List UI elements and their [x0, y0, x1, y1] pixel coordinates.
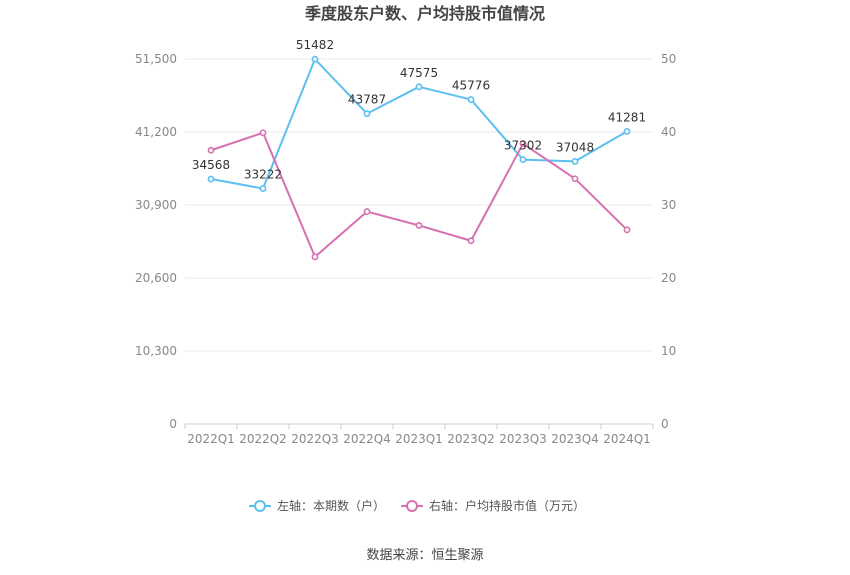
- data-point[interactable]: [363, 208, 371, 215]
- y-left-tick-label: 51,500: [135, 52, 177, 66]
- grid: [185, 58, 653, 352]
- y-right-tick-label: 40: [661, 125, 676, 139]
- data-point[interactable]: [571, 175, 579, 183]
- data-point[interactable]: [311, 55, 319, 63]
- y-left-tick-label: 10,300: [135, 344, 177, 358]
- y-left-tick-label: 20,600: [135, 271, 177, 285]
- y-right-tick-label: 50: [661, 52, 676, 66]
- x-tick-label: 2022Q1: [187, 432, 235, 446]
- data-point[interactable]: [623, 226, 631, 234]
- data-label: 33222: [244, 168, 282, 182]
- data-point[interactable]: [207, 146, 215, 154]
- y-left-tick-label: 0: [169, 417, 177, 431]
- data-point[interactable]: [259, 129, 267, 137]
- x-tick-label: 2024Q1: [603, 432, 651, 446]
- data-point[interactable]: [467, 237, 475, 245]
- legend-item[interactable]: 右轴：户均持股市值（万元）: [401, 498, 585, 513]
- data-label: 47575: [400, 66, 438, 80]
- legend[interactable]: 左轴：本期数（户） 右轴：户均持股市值（万元）: [249, 498, 585, 513]
- y-left-tick-label: 41,200: [135, 125, 177, 139]
- data-label: 34568: [192, 158, 230, 172]
- data-point[interactable]: [207, 175, 215, 183]
- legend-item[interactable]: 左轴：本期数（户）: [249, 498, 385, 513]
- x-tick-label: 2022Q4: [343, 432, 391, 446]
- data-point[interactable]: [259, 185, 267, 192]
- legend-label: 左轴：本期数（户）: [277, 498, 385, 513]
- axes: 0 10,300 20,600 30,900 41,200 51,500 0 10 20 30 40…: [135, 52, 676, 446]
- data-label: 37302: [504, 139, 542, 153]
- data-point[interactable]: [571, 158, 579, 165]
- y-right-tick-label: 10: [661, 344, 676, 358]
- y-right-tick-label: 30: [661, 198, 676, 212]
- y-right-tick-label: 20: [661, 271, 676, 285]
- x-tick-label: 2023Q1: [395, 432, 443, 446]
- x-tick-label: 2023Q4: [551, 432, 599, 446]
- data-point[interactable]: [363, 110, 371, 118]
- x-tick-label: 2022Q3: [291, 432, 339, 446]
- x-tick-label: 2023Q2: [447, 432, 495, 446]
- data-point[interactable]: [311, 253, 319, 261]
- y-right-tick-label: 0: [661, 417, 669, 431]
- data-point[interactable]: [623, 128, 631, 135]
- data-label: 41281: [608, 110, 646, 124]
- legend-marker-icon: [406, 500, 418, 512]
- data-point[interactable]: [467, 96, 475, 103]
- x-tick-label: 2022Q2: [239, 432, 287, 446]
- data-label: 37048: [556, 140, 594, 154]
- data-point[interactable]: [519, 140, 527, 148]
- legend-label: 右轴：户均持股市值（万元）: [429, 498, 585, 513]
- series: [207, 55, 631, 261]
- y-left-tick-label: 30,900: [135, 198, 177, 212]
- x-tick-label: 2023Q3: [499, 432, 547, 446]
- chart-title: 季度股东户数、户均持股市值情况: [304, 4, 545, 23]
- data-point[interactable]: [415, 222, 423, 229]
- data-label: 43787: [348, 93, 386, 107]
- data-label: 51482: [296, 38, 334, 52]
- data-point[interactable]: [519, 156, 527, 164]
- data-label: 45776: [452, 79, 490, 93]
- data-point[interactable]: [415, 83, 423, 91]
- legend-marker-icon: [254, 500, 266, 512]
- data-labels: 34568 33222 51482 43787 47575 45776 37302 37048…: [192, 38, 646, 181]
- source-note: 数据来源：恒生聚源: [366, 548, 483, 563]
